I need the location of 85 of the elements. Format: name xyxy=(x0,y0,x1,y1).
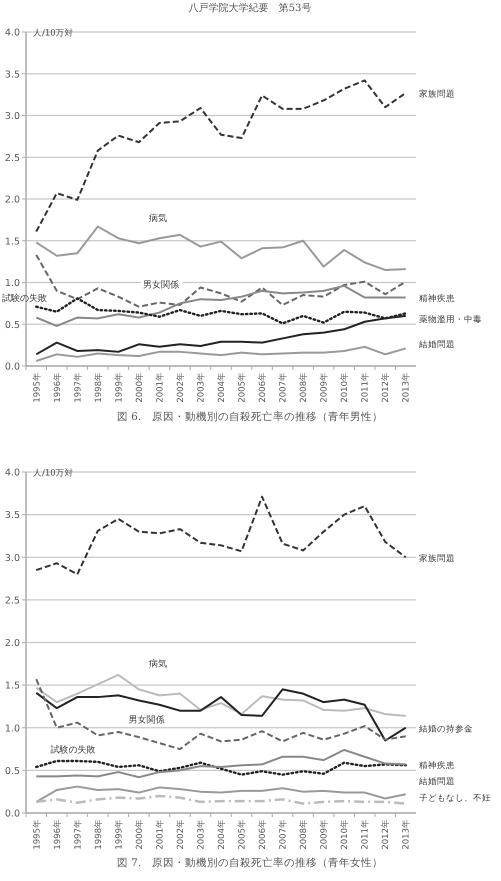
y-tick-label: 2.0 xyxy=(4,638,20,649)
x-tick-label: 2000年 xyxy=(134,372,145,403)
line-series xyxy=(35,760,407,776)
series-label: 男女関係 xyxy=(128,714,165,726)
x-tick-label: 2008年 xyxy=(298,819,310,850)
y-tick-label: 4.0 xyxy=(4,468,20,478)
x-tick-label: 1998年 xyxy=(92,819,104,850)
x-tick-label: 1995年 xyxy=(31,819,42,850)
series-label: 試験の失敗 xyxy=(50,744,96,756)
line-series xyxy=(35,688,407,742)
x-tick-label: 2008年 xyxy=(298,372,310,403)
y-tick-label: 2.5 xyxy=(4,152,20,164)
y-tick-label: 1.0 xyxy=(4,723,20,734)
x-tick-label: 1998年 xyxy=(92,372,104,403)
x-tick-label: 2005年 xyxy=(236,372,248,403)
y-tick-label: 0.0 xyxy=(4,808,20,820)
x-tick-label: 2010年 xyxy=(339,372,350,403)
line-series xyxy=(35,496,407,576)
y-tick-label: 1.5 xyxy=(4,680,20,692)
line-series xyxy=(35,226,407,271)
y-tick-label: 3.0 xyxy=(4,552,20,564)
x-tick-label: 2000年 xyxy=(134,819,145,850)
x-tick-label: 2002年 xyxy=(174,372,186,403)
y-tick-label: 2.5 xyxy=(4,595,20,606)
x-tick-label: 2009年 xyxy=(318,372,330,403)
series-label: 子どもなし、不妊 xyxy=(419,792,491,804)
x-tick-label: 2012年 xyxy=(380,372,392,403)
series-label: 試験の失敗 xyxy=(2,293,47,304)
x-tick-label: 1997年 xyxy=(72,819,84,850)
x-tick-label: 2012年 xyxy=(380,819,392,850)
series-label: 病気 xyxy=(149,212,168,224)
x-tick-label: 2006年 xyxy=(257,372,268,403)
y-tick-label: 3.0 xyxy=(4,111,20,122)
y-tick-label: 0.5 xyxy=(4,766,20,777)
x-tick-label: 2001年 xyxy=(154,372,166,403)
x-tick-label: 2011年 xyxy=(360,819,371,850)
line-series xyxy=(35,794,407,805)
x-tick-label: 2003年 xyxy=(195,372,206,403)
x-tick-label: 2013年 xyxy=(400,372,412,403)
line-series xyxy=(35,674,407,717)
y-axis-title: 人/10万対 xyxy=(33,28,74,38)
y-tick-label: 4.0 xyxy=(4,28,20,38)
x-tick-label: 2005年 xyxy=(236,819,248,850)
x-tick-label: 1997年 xyxy=(72,372,84,403)
y-tick-label: 0.5 xyxy=(4,320,20,331)
series-label: 家族問題 xyxy=(419,88,455,100)
text: 八戸学院大学紀要 第53号 xyxy=(188,2,312,14)
x-tick-label: 2007年 xyxy=(278,819,289,850)
y-tick-label: 1.5 xyxy=(4,236,20,248)
y-tick-label: 0.0 xyxy=(4,362,20,372)
x-tick-label: 2007年 xyxy=(278,372,289,403)
x-tick-label: 2009年 xyxy=(318,819,330,850)
x-tick-label: 1996年 xyxy=(52,372,63,403)
series-label: 結婚問題 xyxy=(418,776,455,788)
line-series xyxy=(35,346,407,362)
line-series xyxy=(35,786,407,803)
x-tick-label: 1999年 xyxy=(113,819,124,850)
y-axis-title: 人/10万対 xyxy=(33,468,74,478)
x-tick-label: 2011年 xyxy=(360,372,371,403)
x-tick-label: 2004年 xyxy=(216,819,227,850)
series-label: 結婚の持参金 xyxy=(418,723,473,734)
text: 病気 xyxy=(149,658,168,670)
y-tick-label: 1.0 xyxy=(4,278,20,289)
x-tick-label: 2013年 xyxy=(400,819,412,850)
x-tick-label: 2004年 xyxy=(216,372,227,403)
series-label: 家族問題 xyxy=(419,552,455,564)
x-tick-label: 1995年 xyxy=(31,372,42,403)
text: 図 6. 原因・動機別の自殺死亡率の推移（青年男性） xyxy=(116,410,384,423)
series-label: 薬物濫用・中毒 xyxy=(419,314,482,325)
y-tick-label: 2.0 xyxy=(4,194,20,206)
line-series xyxy=(35,79,407,233)
series-label: 男女関係 xyxy=(143,280,179,291)
x-tick-label: 2006年 xyxy=(257,819,268,850)
x-tick-label: 2002年 xyxy=(174,819,186,850)
series-label: 精神疾患 xyxy=(419,293,455,304)
x-tick-label: 1999年 xyxy=(113,372,124,403)
series-label: 精神疾患 xyxy=(419,760,455,771)
y-tick-label: 3.5 xyxy=(4,510,20,522)
series-label: 結婚問題 xyxy=(418,338,455,350)
text: 図 7. 原因・動機別の自殺死亡率の推移（青年女性） xyxy=(116,856,384,869)
y-tick-label: 3.5 xyxy=(4,69,20,80)
x-tick-label: 1996年 xyxy=(52,819,63,850)
x-tick-label: 2010年 xyxy=(339,819,350,850)
x-tick-label: 2001年 xyxy=(154,819,166,850)
x-tick-label: 2003年 xyxy=(195,819,206,850)
